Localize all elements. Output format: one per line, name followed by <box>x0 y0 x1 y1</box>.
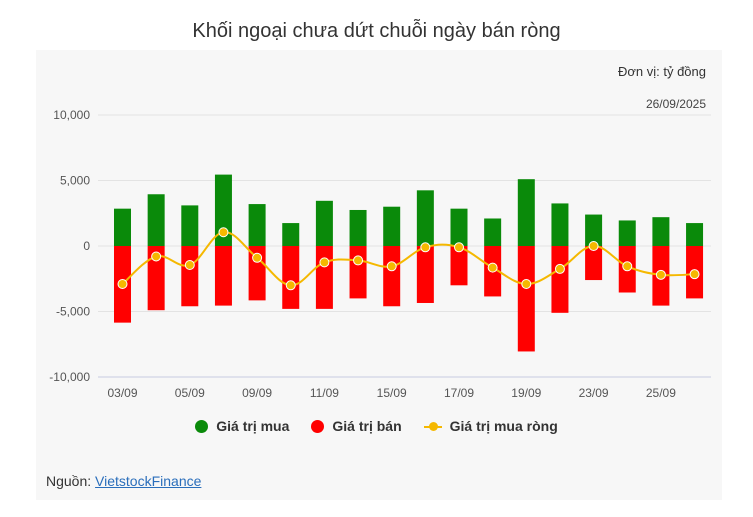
net-buy-point[interactable] <box>353 255 364 266</box>
sell-bar[interactable] <box>214 246 232 306</box>
x-tick-label: 15/09 <box>377 386 407 400</box>
net-buy-point[interactable] <box>487 262 498 273</box>
legend-buy-label: Giá trị mua <box>216 418 290 434</box>
net-buy-point[interactable] <box>588 241 599 251</box>
sell-bar[interactable] <box>551 246 569 313</box>
x-tick-label: 05/09 <box>175 386 205 400</box>
buy-bar[interactable] <box>484 218 502 246</box>
sell-bar[interactable] <box>181 246 199 307</box>
sell-bar[interactable] <box>147 246 165 311</box>
buy-bar[interactable] <box>315 200 333 246</box>
x-tick-label: 17/09 <box>444 386 474 400</box>
net-buy-point[interactable] <box>454 242 464 253</box>
buy-bar[interactable] <box>114 208 131 246</box>
buy-bar[interactable] <box>416 190 434 246</box>
buy-bar[interactable] <box>686 223 704 246</box>
legend-item-buy[interactable]: Giá trị mua <box>195 418 289 434</box>
chart-legend: Giá trị mua Giá trị bán Giá trị mua ròng <box>0 418 753 434</box>
net-buy-point[interactable] <box>117 278 128 289</box>
buy-bar[interactable] <box>652 217 670 246</box>
y-tick-label: -10,000 <box>49 370 90 384</box>
legend-item-sell[interactable]: Giá trị bán <box>311 418 402 434</box>
buy-bar[interactable] <box>585 214 603 246</box>
net-buy-point[interactable] <box>689 269 700 280</box>
source-link[interactable]: VietstockFinance <box>95 473 202 489</box>
y-tick-label: -5,000 <box>56 305 90 319</box>
net-buy-point[interactable] <box>218 227 229 238</box>
net-buy-point[interactable] <box>285 280 296 291</box>
buy-bar[interactable] <box>248 204 266 246</box>
buy-bar[interactable] <box>282 223 300 246</box>
chart-title: Khối ngoại chưa dứt chuỗi ngày bán ròng <box>192 20 561 42</box>
legend-sell-marker <box>311 419 325 433</box>
buy-bar[interactable] <box>181 205 199 246</box>
buy-bar[interactable] <box>618 220 636 246</box>
legend-item-net[interactable]: Giá trị mua ròng <box>423 418 558 434</box>
net-buy-point[interactable] <box>420 242 431 253</box>
unit-label: Đơn vị: tỷ đồng <box>618 64 706 79</box>
net-buy-point[interactable] <box>319 257 330 268</box>
net-buy-point[interactable] <box>252 252 263 263</box>
buy-bar[interactable] <box>383 206 401 246</box>
net-buy-point[interactable] <box>554 263 565 274</box>
net-buy-point[interactable] <box>622 261 633 272</box>
y-tick-label: 5,000 <box>60 174 90 188</box>
buy-bar[interactable] <box>551 203 569 246</box>
buy-bar[interactable] <box>147 194 165 246</box>
x-tick-label: 23/09 <box>579 386 609 400</box>
source-prefix: Nguồn: <box>46 473 96 489</box>
net-buy-point[interactable] <box>184 259 195 270</box>
sell-bar[interactable] <box>517 246 535 352</box>
buy-bar[interactable] <box>349 209 367 246</box>
x-tick-label: 11/09 <box>310 386 339 400</box>
legend-net-label: Giá trị mua ròng <box>449 418 558 434</box>
sell-bar[interactable] <box>282 246 300 309</box>
y-tick-label: 0 <box>83 239 90 253</box>
sell-bar[interactable] <box>585 246 603 281</box>
net-buy-point[interactable] <box>521 278 532 289</box>
buy-bar[interactable] <box>214 174 232 246</box>
x-tick-label: 03/09 <box>107 386 137 400</box>
legend-buy-marker <box>195 419 209 433</box>
sell-bar[interactable] <box>383 246 401 307</box>
legend-sell-label: Giá trị bán <box>332 418 402 434</box>
net-buy-point[interactable] <box>386 261 397 272</box>
y-tick-label: 10,000 <box>53 108 90 122</box>
x-tick-label: 09/09 <box>242 386 272 400</box>
source-note: Nguồn: VietstockFinance <box>46 473 201 489</box>
sell-bar[interactable] <box>349 246 367 299</box>
sell-bar[interactable] <box>450 246 468 286</box>
buy-bar[interactable] <box>517 179 535 246</box>
net-buy-point[interactable] <box>151 251 162 262</box>
legend-net-marker <box>423 420 442 433</box>
x-tick-label: 25/09 <box>646 386 676 400</box>
x-tick-label: 19/09 <box>511 386 541 400</box>
sell-bar[interactable] <box>416 246 434 303</box>
sell-bar[interactable] <box>315 246 333 309</box>
date-label: 26/09/2025 <box>646 97 706 111</box>
buy-bar[interactable] <box>450 208 468 246</box>
net-buy-point[interactable] <box>655 269 666 280</box>
net-buy-line <box>121 231 695 287</box>
